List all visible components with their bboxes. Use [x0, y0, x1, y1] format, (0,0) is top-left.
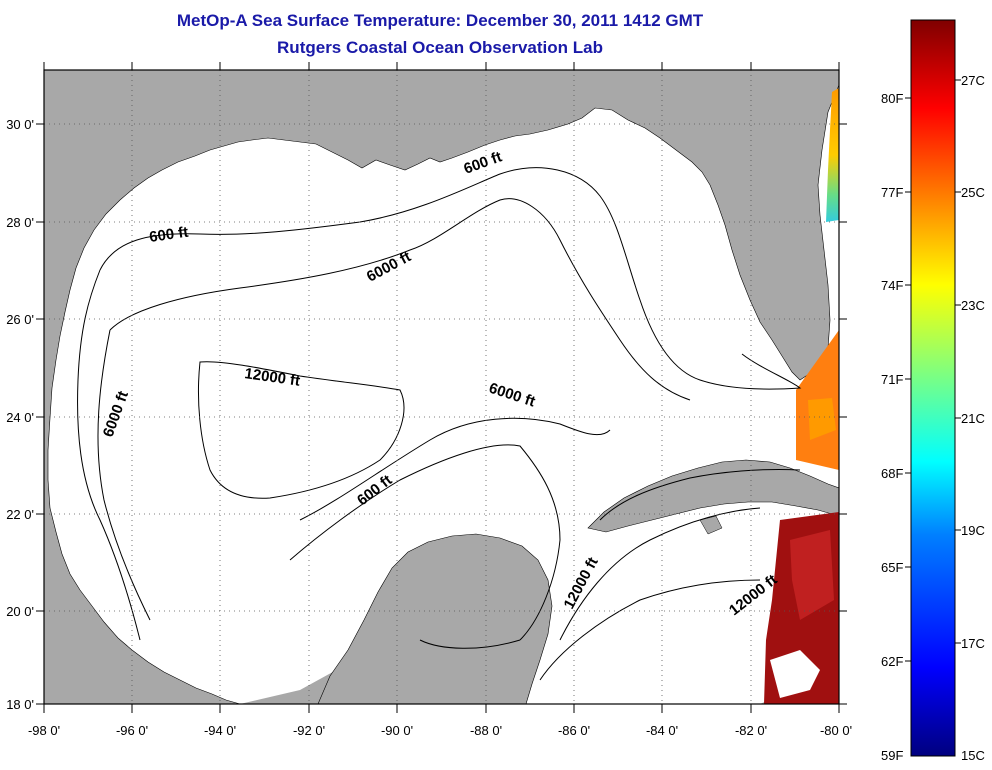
y-tick-label: 18 0' [6, 697, 34, 712]
isla-juventud [699, 515, 723, 535]
axis-ticks [36, 62, 847, 713]
colorbar-c-label: 27C [961, 73, 985, 88]
colorbar-c-label: 17C [961, 636, 985, 651]
sst-swath-florida [826, 88, 839, 222]
y-tick-label: 28 0' [6, 215, 34, 230]
x-tick-label: -84 0' [646, 723, 678, 738]
colorbar-ticks [905, 79, 961, 662]
colorbar-c-label: 15C [961, 748, 985, 763]
colorbar-c-label: 19C [961, 523, 985, 538]
sst-swath-caribbean-light [790, 530, 834, 620]
x-tick-label: -82 0' [735, 723, 767, 738]
y-tick-label: 24 0' [6, 410, 34, 425]
colorbar-c-label: 23C [961, 298, 985, 313]
colorbar-c-label: 21C [961, 411, 985, 426]
y-tick-label: 20 0' [6, 604, 34, 619]
x-tick-label: -80 0' [820, 723, 852, 738]
y-tick-label: 26 0' [6, 312, 34, 327]
us-mainland [44, 70, 839, 704]
colorbar-f-label: 77F [881, 185, 903, 200]
colorbar-f-label: 74F [881, 278, 903, 293]
colorbar [910, 19, 956, 757]
sst-swath-straits-core [808, 398, 836, 440]
x-tick-label: -86 0' [558, 723, 590, 738]
contour-label: 600 ft [148, 224, 189, 246]
map-frame [43, 69, 840, 705]
colorbar-f-label: 68F [881, 466, 903, 481]
colorbar-f-label: 71F [881, 372, 903, 387]
graticule [44, 70, 839, 704]
x-tick-label: -96 0' [116, 723, 148, 738]
map-subtitle: Rutgers Coastal Ocean Observation Lab [277, 38, 603, 57]
cuba-island [587, 459, 839, 533]
x-tick-label: -90 0' [381, 723, 413, 738]
map-title: MetOp-A Sea Surface Temperature: Decembe… [176, 11, 704, 30]
colorbar-f-label: 62F [881, 654, 903, 669]
y-tick-label: 30 0' [6, 117, 34, 132]
x-tick-label: -98 0' [28, 723, 60, 738]
y-tick-label: 22 0' [6, 507, 34, 522]
x-tick-label: -92 0' [293, 723, 325, 738]
x-tick-label: -88 0' [470, 723, 502, 738]
colorbar-c-label: 25C [961, 185, 985, 200]
colorbar-f-label: 65F [881, 560, 903, 575]
colorbar-f-label: 80F [881, 91, 903, 106]
bathymetry-contours [77, 167, 802, 681]
x-tick-label: -94 0' [204, 723, 236, 738]
yucatan-peninsula [317, 533, 553, 704]
sst-swath-cloud-gaps [770, 650, 820, 698]
colorbar-f-label: 59F [881, 748, 903, 763]
